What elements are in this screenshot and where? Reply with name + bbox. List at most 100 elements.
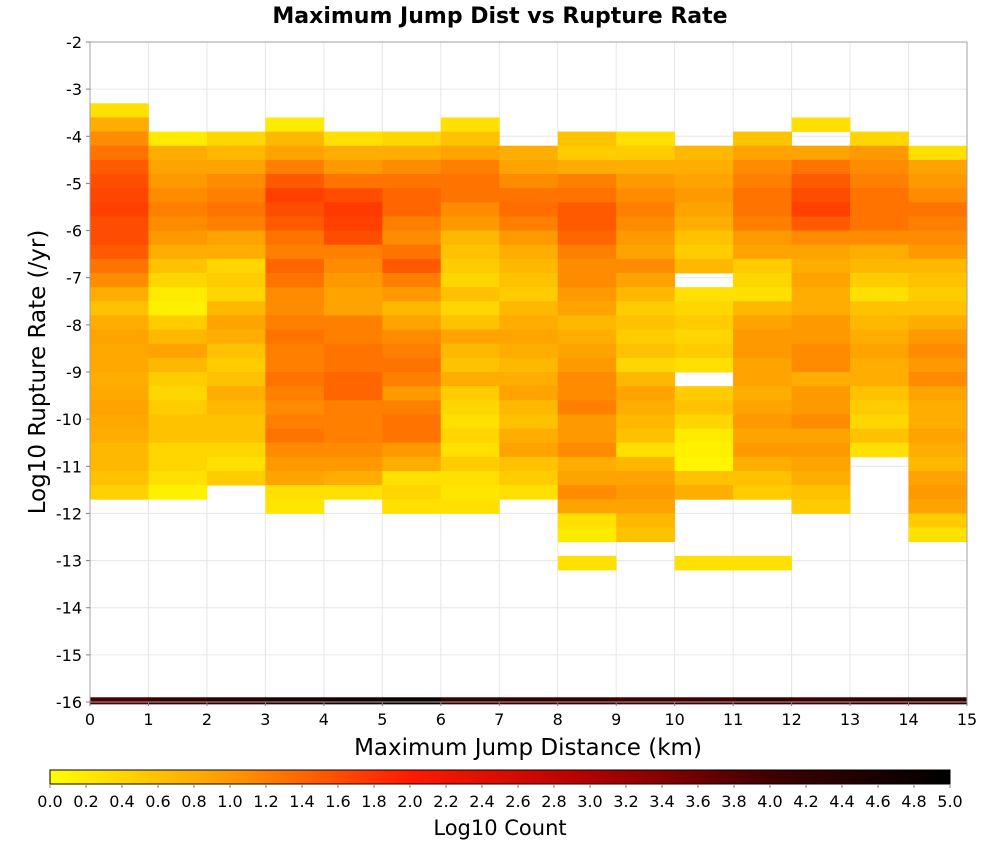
y-tick-label: -11 [56, 457, 82, 476]
colorbar-tick-label: 2.8 [541, 792, 566, 811]
y-tick-label: -10 [56, 410, 82, 429]
y-tick-label: -5 [66, 174, 82, 193]
heatmap-cell [323, 343, 383, 359]
heatmap-cell [499, 343, 559, 359]
heatmap-cell [382, 145, 442, 161]
heatmap-cell [323, 400, 383, 415]
heatmap-cell [791, 174, 851, 189]
heatmap-cell [90, 174, 149, 189]
heatmap-cell [733, 287, 792, 302]
heatmap-cell [557, 414, 617, 429]
colorbar-tick-label: 1.0 [217, 792, 242, 811]
heatmap-cell [265, 372, 325, 387]
heatmap-cell [499, 174, 559, 189]
colorbar-ticks: 0.0 0.2 0.4 0.6 0.8 1.0 1.2 1.4 1.6 1.8 2.0 2.2 2.4 2… [37, 784, 963, 811]
heatmap-cell-bottom-band [90, 697, 149, 705]
heatmap-cell [382, 188, 442, 203]
heatmap-cell [616, 230, 676, 246]
heatmap-cell [440, 485, 500, 500]
heatmap-cell [733, 188, 792, 203]
heatmap-cell [206, 230, 266, 246]
heatmap-cell [440, 428, 500, 444]
colorbar-tick-label: 4.0 [757, 792, 782, 811]
heatmap-cell [616, 202, 676, 217]
heatmap-cell [791, 400, 851, 415]
heatmap-cell-bottom-band [265, 697, 325, 705]
heatmap-cell [90, 485, 149, 500]
heatmap-cell [733, 159, 792, 175]
heatmap-cell [206, 159, 266, 175]
heatmap-cell [616, 287, 676, 302]
heatmap-cell [265, 273, 325, 288]
heatmap-cell [206, 456, 266, 472]
heatmap-cell [791, 414, 851, 429]
x-tick-label: 14 [898, 710, 918, 729]
heatmap-cell [440, 499, 500, 514]
heatmap-cell [791, 315, 851, 330]
x-tick-label: 13 [840, 710, 860, 729]
heatmap-cell [908, 159, 968, 175]
colorbar-tick-label: 0.4 [109, 792, 134, 811]
heatmap-cell [148, 230, 208, 246]
heatmap-cell [908, 202, 968, 217]
heatmap-cell [382, 456, 442, 472]
heatmap-cell [791, 287, 851, 302]
heatmap-cell [90, 188, 149, 203]
heatmap-cell [323, 174, 383, 189]
heatmap-cell [616, 414, 676, 429]
heatmap-cell [323, 386, 383, 401]
heatmap-cell [908, 287, 968, 302]
heatmap-cell [733, 244, 792, 260]
colorbar-tick-label: 3.4 [649, 792, 674, 811]
heatmap-cell [674, 301, 734, 316]
heatmap-cell [557, 174, 617, 189]
heatmap-cell [148, 315, 208, 330]
heatmap-cell [616, 174, 676, 189]
x-tick-label: 6 [436, 710, 446, 729]
heatmap-cell [206, 442, 266, 458]
heatmap-cell [382, 428, 442, 444]
heatmap-cell [908, 400, 968, 415]
heatmap-cell [265, 258, 325, 274]
heatmap-cell [323, 428, 383, 444]
heatmap-cell [323, 315, 383, 330]
heatmap-cell-bottom-band [733, 697, 792, 705]
heatmap-cell [616, 386, 676, 401]
colorbar-tick-label: 1.2 [253, 792, 278, 811]
x-tick-label: 4 [319, 710, 329, 729]
heatmap-cell [265, 343, 325, 359]
colorbar-tick-label: 1.4 [289, 792, 314, 811]
heatmap-cell [206, 188, 266, 203]
heatmap-cell [382, 174, 442, 189]
heatmap-cell [499, 287, 559, 302]
colorbar-tick-label: 3.8 [721, 792, 746, 811]
heatmap-cell-bottom-band [616, 697, 676, 705]
heatmap-cell [557, 258, 617, 274]
heatmap-cell [90, 301, 149, 316]
heatmap-cell [908, 329, 968, 345]
heatmap-cell [265, 301, 325, 316]
heatmap-cell [206, 315, 266, 330]
heatmap-cell [265, 414, 325, 429]
heatmap-cell [791, 329, 851, 345]
heatmap-cell [265, 159, 325, 175]
colorbar-label: Log10 Count [433, 816, 566, 840]
heatmap-cell [440, 188, 500, 203]
heatmap-cell [557, 499, 617, 514]
heatmap-cell [148, 145, 208, 161]
heatmap-cell [557, 301, 617, 316]
x-axis-ticks: 0 1 2 3 4 5 6 7 8 9 10 11 12 13 14 15 [85, 702, 977, 729]
heatmap-cell [850, 301, 909, 316]
heatmap-cell [674, 414, 734, 429]
heatmap-cell [323, 357, 383, 373]
heatmap-cell [90, 315, 149, 330]
heatmap-cell [557, 513, 617, 528]
heatmap-cell [557, 442, 617, 458]
colorbar-tick-label: 4.4 [829, 792, 854, 811]
heatmap-cell [382, 414, 442, 429]
heatmap-cell [323, 329, 383, 345]
heatmap-cell [265, 315, 325, 330]
heatmap-cell [616, 343, 676, 359]
heatmap-cell [440, 159, 500, 175]
heatmap-cell [440, 273, 500, 288]
